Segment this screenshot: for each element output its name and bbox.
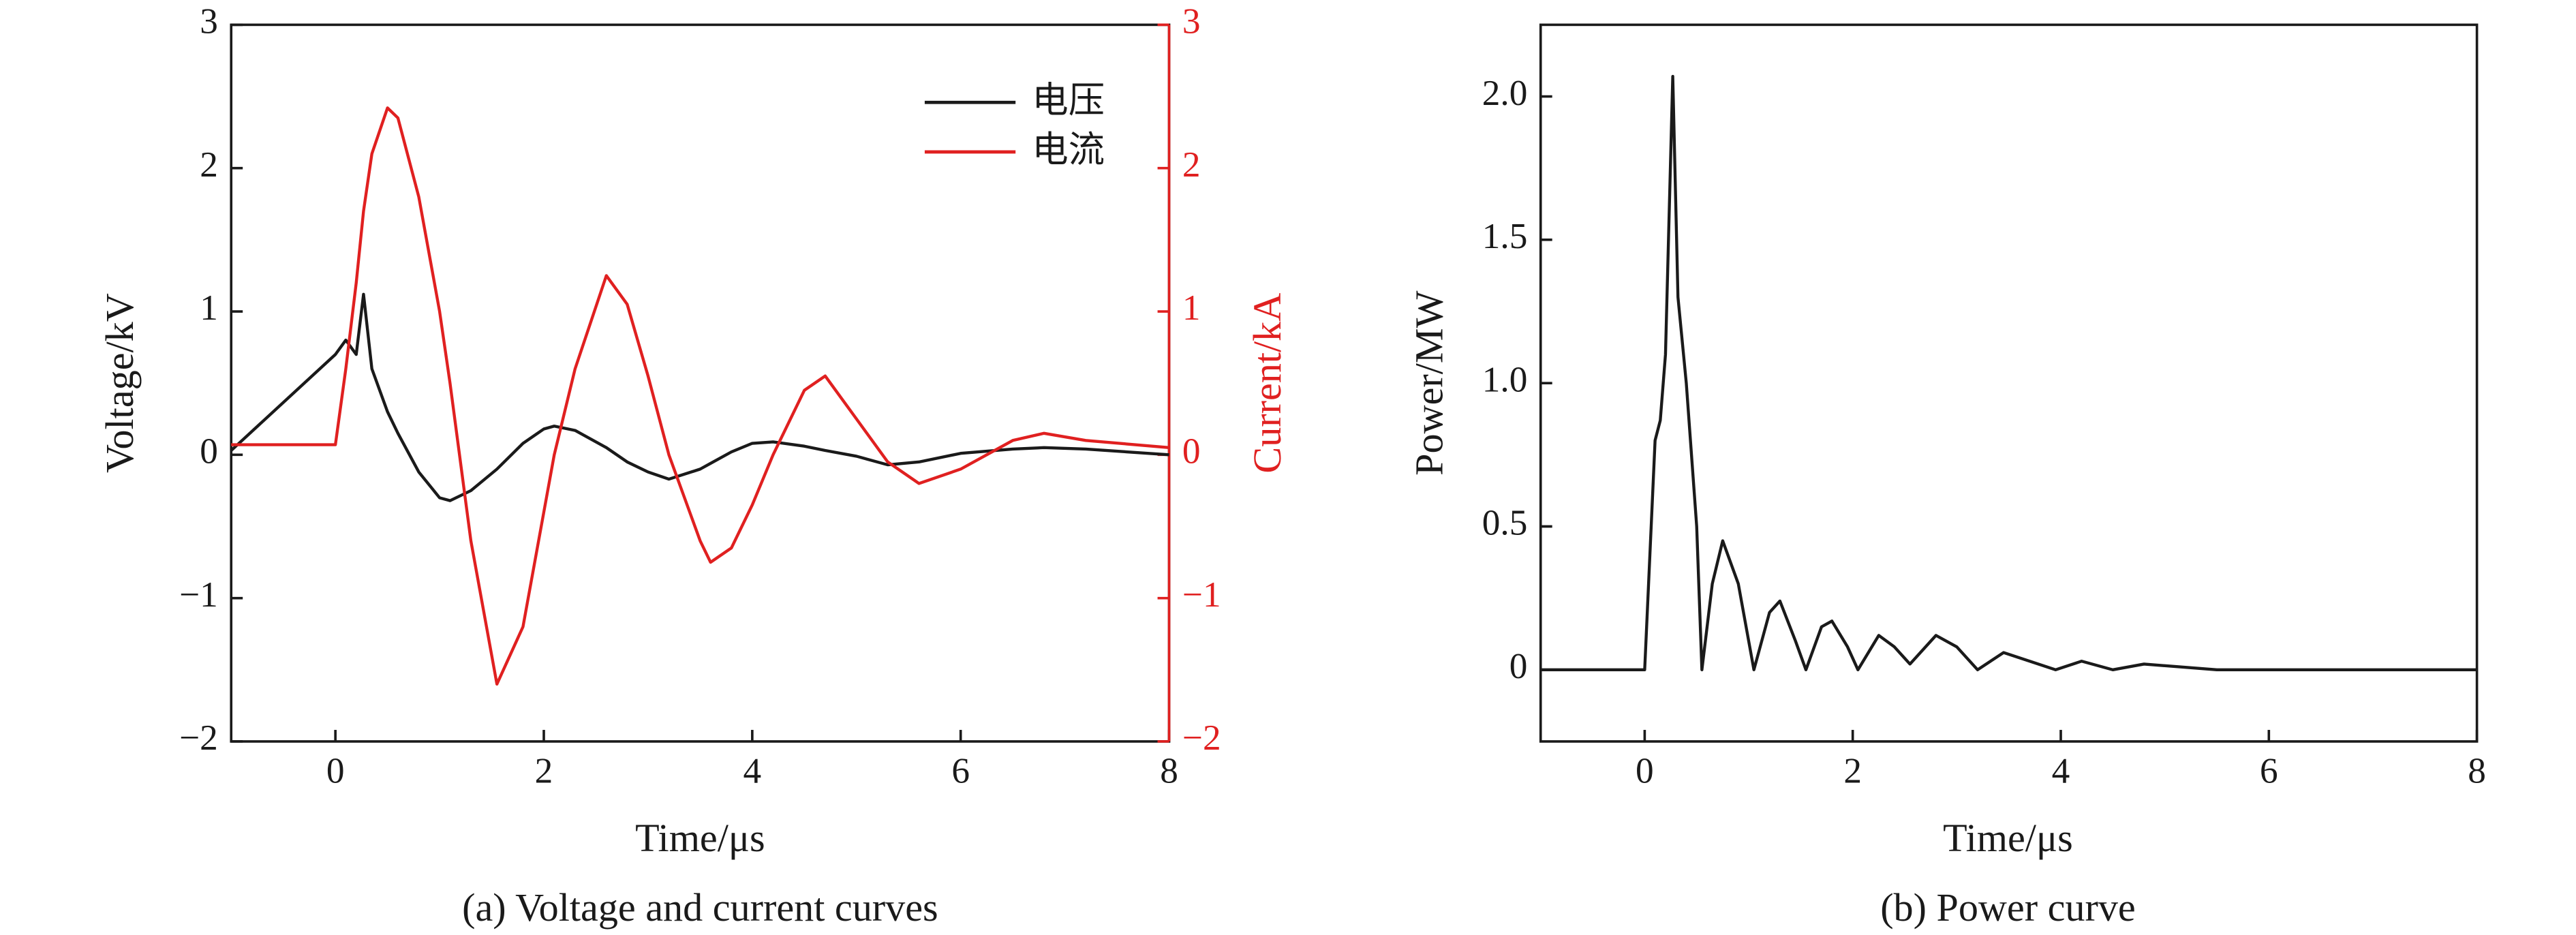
y-tick-label: 1.5 (1482, 216, 1528, 256)
x-tick-label: 2 (1843, 751, 1862, 791)
data-line (1540, 74, 2477, 672)
y-tick-label: 2.0 (1482, 73, 1528, 113)
y-tick-label: 0 (1509, 646, 1528, 686)
plot-frame (230, 23, 1171, 743)
y-tick-label: −1 (179, 574, 218, 615)
caption: (b) Power curve (1880, 885, 2136, 930)
legend-label: 电流 (1032, 129, 1105, 171)
x-tick-label: 4 (743, 751, 762, 791)
plot-frame (1539, 23, 2479, 743)
y-tick-label: 3 (200, 1, 218, 42)
caption: (a) Voltage and current curves (462, 885, 938, 930)
y-axis-label: Voltage/kV (97, 293, 142, 473)
y2-axis-label: Current/kA (1245, 293, 1289, 474)
y2-tick-label: −1 (1182, 574, 1221, 615)
y-tick-label: 0.5 (1482, 503, 1528, 543)
x-tick-label: 0 (326, 751, 345, 791)
legend-label: 电压 (1032, 79, 1105, 121)
x-axis-label: Time/μs (635, 816, 765, 860)
data-line (231, 106, 1169, 686)
y-tick-label: −2 (179, 718, 218, 758)
y2-tick-label: −2 (1182, 718, 1221, 758)
y-tick-label: 0 (200, 431, 218, 472)
x-tick-label: 2 (535, 751, 553, 791)
x-tick-label: 6 (951, 751, 970, 791)
y2-tick-label: 2 (1182, 144, 1201, 185)
x-axis-label: Time/μs (1943, 816, 2073, 860)
y-axis-label: Power/MW (1407, 290, 1452, 475)
y2-tick-label: 0 (1182, 431, 1201, 472)
y2-tick-label: 3 (1182, 1, 1201, 42)
x-tick-label: 6 (2260, 751, 2278, 791)
x-tick-label: 0 (1636, 751, 1654, 791)
x-tick-label: 8 (1160, 751, 1178, 791)
x-tick-label: 4 (2052, 751, 2070, 791)
y2-tick-label: 1 (1182, 288, 1201, 328)
y-tick-label: 1.0 (1482, 359, 1528, 399)
y-tick-label: 2 (200, 144, 218, 185)
x-tick-label: 8 (2468, 751, 2486, 791)
data-line (230, 292, 1169, 502)
y-tick-label: 1 (200, 288, 218, 328)
